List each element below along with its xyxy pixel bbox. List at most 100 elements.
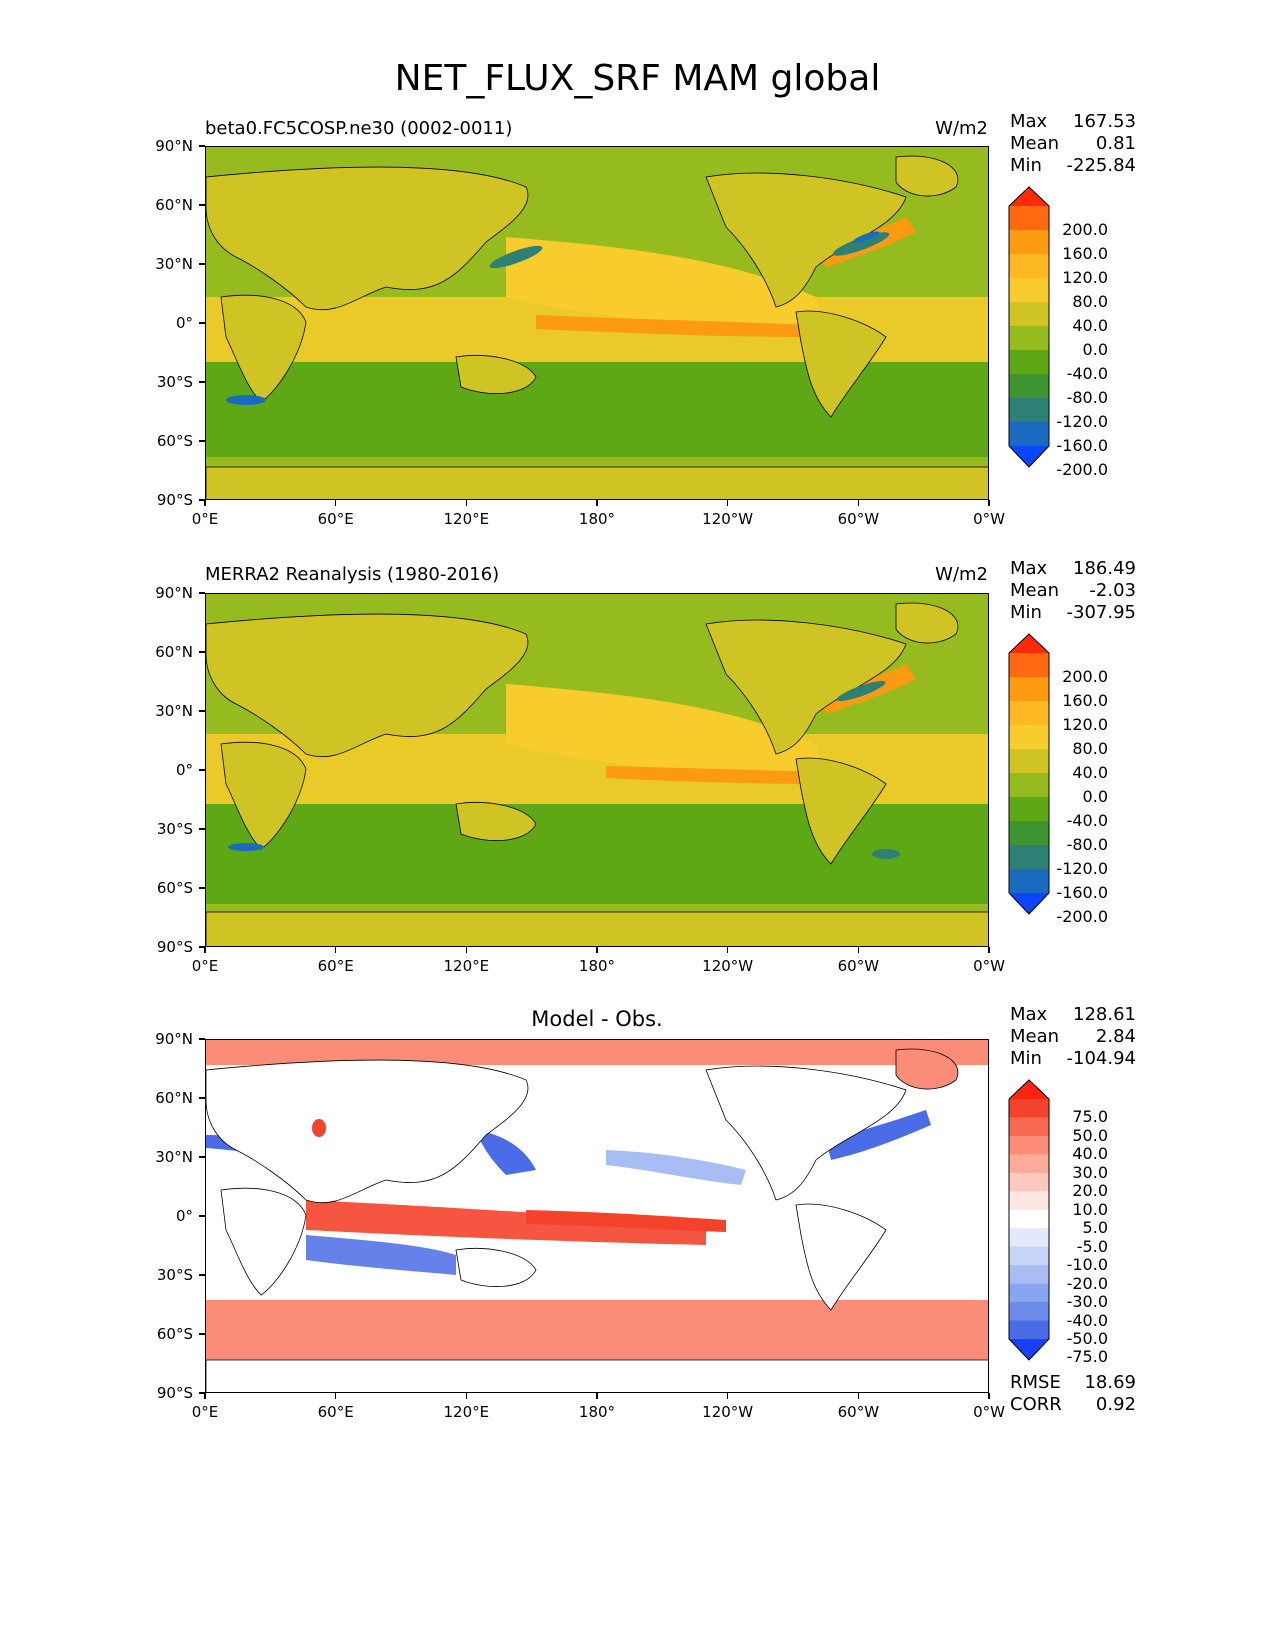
central-pacific-negative xyxy=(606,1150,746,1185)
south-america xyxy=(795,310,887,418)
colorbar-1-svg xyxy=(1008,186,1050,468)
lat-tick xyxy=(199,887,205,889)
colorbar-tick-label: -30.0 xyxy=(1066,1292,1108,1312)
colorbar-tick-label: 75.0 xyxy=(1072,1107,1108,1127)
min-value: -225.84 xyxy=(1066,155,1136,176)
lon-tick xyxy=(465,947,468,953)
colorbar-tick-label: 0.0 xyxy=(1082,340,1108,359)
map-svg-3 xyxy=(206,1040,988,1392)
colorbar-tick-label: 80.0 xyxy=(1072,739,1108,758)
figure-title: NET_FLUX_SRF MAM global xyxy=(394,58,881,99)
greenland xyxy=(895,1048,959,1090)
lon-tick-label: 0°E xyxy=(191,957,219,975)
colorbar-segment xyxy=(1009,1191,1049,1211)
colorbar-tick-label: -120.0 xyxy=(1056,412,1108,431)
indian-ocean-negative xyxy=(306,1235,456,1275)
gulf-stream-min xyxy=(852,231,880,243)
lon-tick-label: 180° xyxy=(578,957,616,975)
colorbar-segment xyxy=(1009,278,1049,303)
colorbar-segment xyxy=(1009,326,1049,351)
colorbar-tick-label: -200.0 xyxy=(1056,907,1108,926)
lon-tick-label: 120°E xyxy=(443,957,490,975)
mean-label: Mean xyxy=(1010,580,1060,601)
colorbar-segment xyxy=(1009,398,1049,423)
eurasia xyxy=(206,166,529,311)
colorbar-tick-label: 40.0 xyxy=(1072,316,1108,335)
greenland xyxy=(895,602,959,644)
tropical-positive xyxy=(306,1200,706,1245)
colorbar-tick-label: 0.0 xyxy=(1082,787,1108,806)
lat-tick-label: 60°N xyxy=(155,196,193,214)
lat-tick-label: 0° xyxy=(175,314,193,332)
colorbar-tick-label: 200.0 xyxy=(1062,220,1108,239)
max-label: Max xyxy=(1010,558,1048,579)
lat-tick-label: 90°N xyxy=(155,584,193,602)
colorbar-tick-label: 160.0 xyxy=(1062,244,1108,263)
map-svg-2 xyxy=(206,594,988,946)
lon-tick-label: 60°W xyxy=(837,1403,880,1421)
colorbar-segment xyxy=(1009,1209,1049,1229)
rmse-label: RMSE xyxy=(1010,1372,1061,1393)
lat-tick xyxy=(199,263,205,265)
panel2-stats: Max 186.49 Mean -2.03 Min -307.95 xyxy=(1010,558,1136,624)
agulhas-cold-spot xyxy=(226,395,266,405)
colorbar-1 xyxy=(1008,186,1050,472)
kuroshio-negative xyxy=(476,1130,536,1175)
lat-tick xyxy=(199,322,205,324)
lon-tick-label: 60°W xyxy=(837,957,880,975)
colorbar-2-svg xyxy=(1008,633,1050,915)
colorbar-segment xyxy=(1009,845,1049,870)
colorbar-tick-label: -160.0 xyxy=(1056,436,1108,455)
colorbar-tick-label: 10.0 xyxy=(1072,1199,1108,1219)
mean-value: 2.84 xyxy=(1095,1026,1136,1047)
lon-tick xyxy=(857,1393,860,1399)
colorbar-segment xyxy=(1009,797,1049,822)
min-label: Min xyxy=(1010,155,1042,176)
panel2-units: W/m2 xyxy=(935,564,988,585)
lon-tick-label: 120°E xyxy=(443,1403,490,1421)
lat-tick-label: 90°S xyxy=(156,491,193,509)
lat-tick xyxy=(199,1392,205,1394)
colorbar-segment xyxy=(1009,230,1049,255)
colorbar-segment xyxy=(1009,653,1049,678)
max-value: 186.49 xyxy=(1073,558,1136,579)
lat-tick-label: 0° xyxy=(175,761,193,779)
colorbar-tick-label: 30.0 xyxy=(1072,1162,1108,1182)
map-svg-1 xyxy=(206,147,988,499)
lon-tick xyxy=(988,947,990,953)
colorbar-segment xyxy=(1009,1228,1049,1248)
colorbar-tick-label: -40.0 xyxy=(1066,1310,1108,1330)
lat-tick xyxy=(199,592,205,594)
africa xyxy=(220,294,307,403)
lon-tick xyxy=(857,500,860,506)
lat-tick-label: 60°S xyxy=(156,879,193,897)
lon-tick xyxy=(988,1393,990,1399)
lat-tick-label: 30°N xyxy=(155,255,193,273)
lon-tick-label: 180° xyxy=(578,1403,616,1421)
lat-tick xyxy=(199,145,205,147)
north-pacific-warm xyxy=(506,237,826,337)
lon-tick xyxy=(988,500,990,506)
colorbar-extend-bottom xyxy=(1009,1339,1049,1360)
lat-tick xyxy=(199,1038,205,1040)
lon-tick xyxy=(726,1393,729,1399)
colorbar-tick-label: 120.0 xyxy=(1062,268,1108,287)
arctic-positive xyxy=(206,1040,988,1065)
lon-tick xyxy=(204,947,206,953)
lon-tick-label: 120°W xyxy=(702,510,754,528)
colorbar-segment xyxy=(1009,701,1049,726)
lon-tick xyxy=(465,500,468,506)
lon-tick xyxy=(334,947,337,953)
australia xyxy=(455,355,537,394)
colorbar-segment xyxy=(1009,1135,1049,1155)
colorbar-segment xyxy=(1009,1302,1049,1322)
corr-label: CORR xyxy=(1010,1394,1062,1415)
lat-tick xyxy=(199,946,205,948)
africa xyxy=(220,741,307,850)
colorbar-segment xyxy=(1009,374,1049,399)
colorbar-extend-top xyxy=(1009,1080,1049,1099)
lat-tick xyxy=(199,1215,205,1217)
lat-tick xyxy=(199,381,205,383)
colorbar-tick-label: -40.0 xyxy=(1066,811,1108,830)
colorbar-segment xyxy=(1009,254,1049,279)
